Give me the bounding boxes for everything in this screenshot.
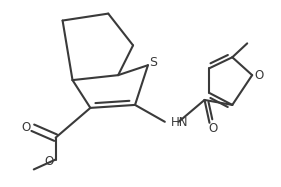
Text: O: O xyxy=(44,155,53,168)
Text: HN: HN xyxy=(171,116,188,129)
Text: O: O xyxy=(209,122,218,135)
Text: O: O xyxy=(255,69,264,82)
Text: O: O xyxy=(21,121,30,134)
Text: S: S xyxy=(149,56,157,69)
